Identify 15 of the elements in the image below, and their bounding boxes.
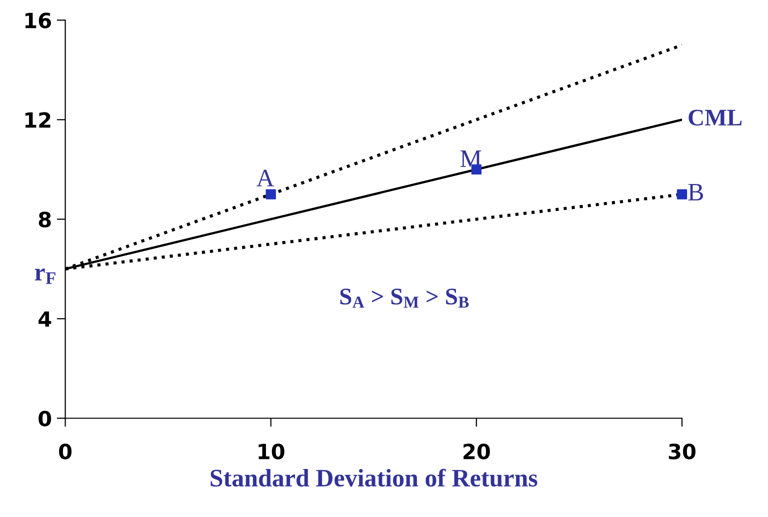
series-label: CML <box>688 110 742 126</box>
y-tick-label: 12 <box>25 112 50 128</box>
x-tick-label: 20 <box>464 444 490 460</box>
annotation: S$_{A}$ > S$_{M}$ > S$_{B}$ <box>340 288 469 308</box>
y-tick-label: 16 <box>25 12 51 28</box>
x-tick-label: 30 <box>668 444 696 460</box>
y-tick-label: 0 <box>38 410 52 426</box>
x-axis-title: Standard Deviation of Returns <box>210 468 538 487</box>
x-tick-label: 0 <box>59 444 72 460</box>
annotation: r$_{F}$ <box>34 268 56 284</box>
annotation: B <box>688 184 703 200</box>
x-tick-label: 10 <box>258 444 284 460</box>
annotation: A <box>256 170 274 186</box>
y-tick-label: 8 <box>38 212 51 228</box>
y-tick-label: 4 <box>38 311 52 327</box>
